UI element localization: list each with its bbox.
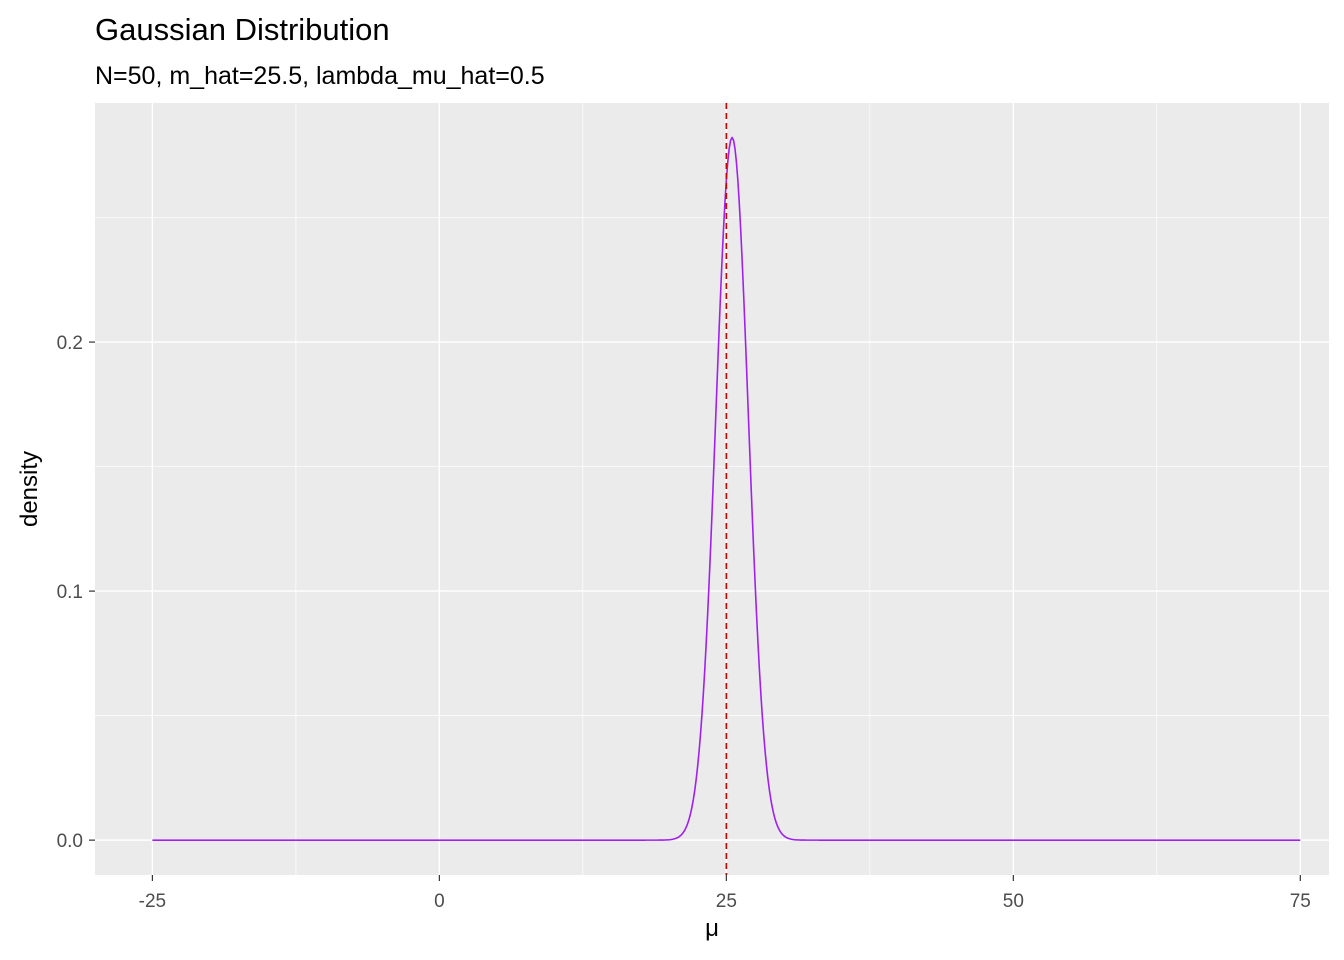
x-tick-label-1: 0	[434, 891, 445, 912]
density-line-0	[152, 136, 1301, 841]
minor-gridlines	[95, 103, 1329, 875]
x-axis-title: μ	[705, 915, 719, 942]
x-tick-label-2: 25	[716, 891, 737, 912]
density-series	[152, 136, 1301, 841]
chart-subtitle: N=50, m_hat=25.5, lambda_mu_hat=0.5	[95, 62, 545, 90]
y-tick-label-0: 0.0	[57, 831, 83, 852]
x-tick-label-3: 50	[1003, 891, 1024, 912]
y-tick-label-1: 0.1	[57, 582, 83, 603]
x-axis: -25 0 25 50 75	[139, 875, 1311, 912]
y-axis: 0.0 0.1 0.2	[57, 333, 95, 852]
y-tick-label-2: 0.2	[57, 333, 83, 354]
x-tick-label-4: 75	[1290, 891, 1311, 912]
x-tick-label-0: -25	[139, 891, 166, 912]
chart-title: Gaussian Distribution	[95, 12, 390, 47]
y-axis-title: density	[16, 451, 43, 527]
plot-panel	[95, 103, 1329, 875]
